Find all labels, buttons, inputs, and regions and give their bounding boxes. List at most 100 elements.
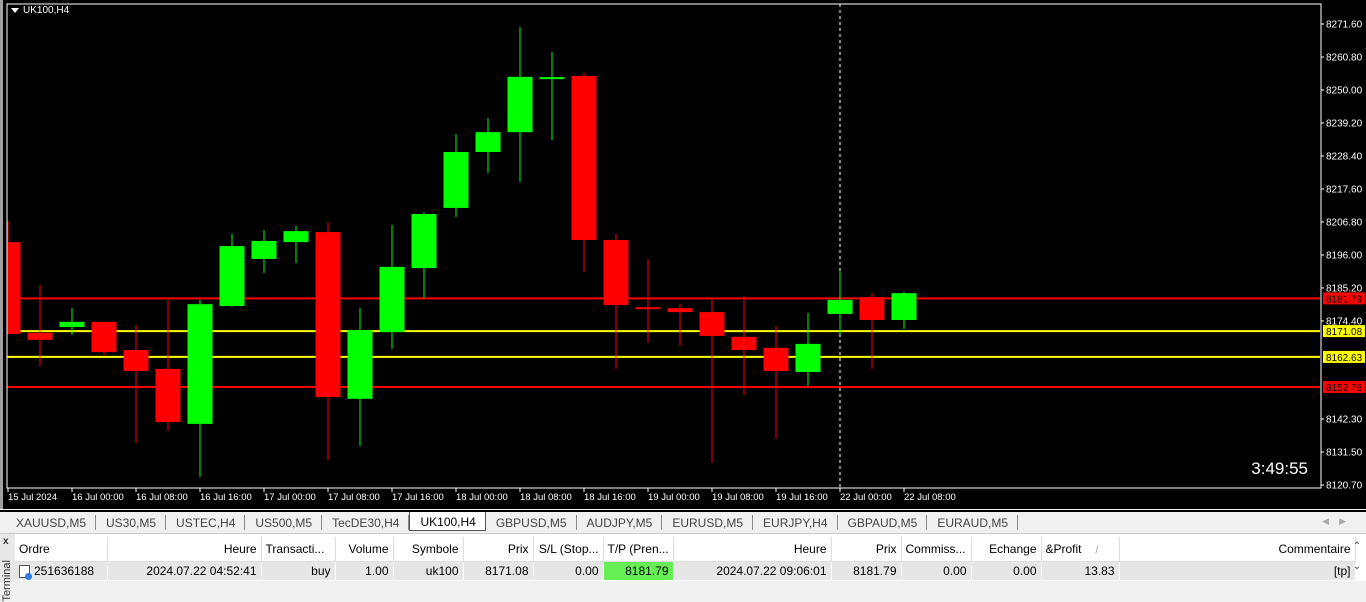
time-tick-label: 19 Jul 00:00 <box>648 492 700 503</box>
bull-candle <box>891 293 917 321</box>
time-tick-label: 19 Jul 08:00 <box>712 492 764 503</box>
bull-candle <box>507 76 533 133</box>
level-price-label: 8152.76 <box>1326 383 1363 394</box>
bear-candle <box>7 242 21 335</box>
column-header[interactable]: Commentaire <box>1119 537 1356 562</box>
time-tick-label: 19 Jul 16:00 <box>776 492 828 503</box>
dropdown-triangle-icon[interactable] <box>11 8 19 13</box>
column-header-label: Volume <box>348 541 389 556</box>
column-header-label: Commiss... <box>905 541 966 556</box>
column-header-label: Prix <box>875 541 897 556</box>
time-tick-label: 16 Jul 16:00 <box>200 492 252 503</box>
table-cell: uk100 <box>393 561 464 580</box>
cell-value: 13.83 <box>1084 563 1115 578</box>
column-header[interactable]: Volume <box>335 537 394 562</box>
bear-candle <box>315 232 341 398</box>
column-header[interactable]: T/P (Pren... <box>603 537 674 562</box>
column-header[interactable]: Ordre <box>15 537 108 562</box>
column-header-label: &Profit <box>1045 541 1082 556</box>
column-header-label: Echange <box>989 541 1037 556</box>
cell-value: [tp] <box>1333 563 1351 578</box>
bull-candle <box>411 214 437 269</box>
level-price-label: 8181.79 <box>1326 294 1363 305</box>
bull-candle <box>59 321 85 328</box>
time-tick-label: 18 Jul 16:00 <box>584 492 636 503</box>
table-cell: 2024.07.22 04:52:41 <box>107 561 262 580</box>
bull-candle <box>475 132 501 153</box>
column-header[interactable]: Symbole <box>393 537 464 562</box>
column-header-label: S/L (Stop... <box>538 541 599 556</box>
column-header[interactable]: Heure <box>107 537 262 562</box>
bear-candle <box>123 349 149 372</box>
bear-candle <box>699 312 725 336</box>
column-header[interactable]: Transacti... <box>261 537 336 562</box>
table-cell: 0.00 <box>971 561 1042 580</box>
tab-eurusd-m5[interactable]: EURUSD,M5 <box>662 515 754 530</box>
column-header[interactable]: Commiss... <box>901 537 972 562</box>
column-header[interactable]: Heure <box>673 537 832 562</box>
close-icon[interactable]: x <box>3 536 9 547</box>
time-tick-label: 22 Jul 00:00 <box>840 492 892 503</box>
table-cell: 8181.79 <box>603 561 674 580</box>
tab-euraud-m5[interactable]: EURAUD,M5 <box>927 515 1018 530</box>
bear-candle <box>155 368 181 423</box>
column-header[interactable]: Prix <box>463 537 534 562</box>
scroll-up-icon[interactable]: ⌃ <box>1352 541 1362 552</box>
table-cell: 13.83 <box>1041 561 1120 580</box>
time-tick-label: 16 Jul 00:00 <box>72 492 124 503</box>
level-price-box <box>1323 292 1365 305</box>
column-header-label: Symbole <box>411 541 459 556</box>
tab-tecde30-h4[interactable]: TecDE30,H4 <box>322 515 410 530</box>
bear-candle <box>571 75 597 240</box>
tab-ustec-h4[interactable]: USTEC,H4 <box>166 515 246 530</box>
tab-uk100-h4[interactable]: UK100,H4 <box>409 512 486 531</box>
price-tick-label: 8196.00 <box>1326 250 1363 261</box>
level-price-box <box>1323 350 1365 363</box>
bull-candle <box>283 231 309 243</box>
candlestick-chart[interactable]: 8271.60 8260.80 8250.00 8239.20 8228.40 8217.… <box>3 0 1366 509</box>
tab-gbpaud-m5[interactable]: GBPAUD,M5 <box>838 515 928 530</box>
price-tick-label: 8250.00 <box>1326 85 1363 96</box>
price-tick-label: 8271.60 <box>1326 20 1363 31</box>
bull-candle <box>827 299 853 314</box>
chart-window[interactable]: 8271.60 8260.80 8250.00 8239.20 8228.40 8217.… <box>0 0 1366 509</box>
tab-us500-m5[interactable]: US500,M5 <box>245 515 323 530</box>
table-cell: 0.00 <box>901 561 972 580</box>
symbol-label: UK100,H4 <box>23 5 70 16</box>
cell-value: 1.00 <box>365 563 389 578</box>
history-table: Ordre Heure Transacti... Volume Symbole Prix S… <box>15 537 1356 580</box>
bear-candle <box>763 347 789 372</box>
time-tick-label: 17 Jul 00:00 <box>264 492 316 503</box>
tab-us30-m5[interactable]: US30,M5 <box>96 515 167 530</box>
price-tick-label: 8120.70 <box>1326 481 1363 492</box>
time-tick-label: 18 Jul 00:00 <box>456 492 508 503</box>
column-header-label: Transacti... <box>265 541 325 556</box>
cell-value: 251636188 <box>34 563 95 578</box>
tab-scroll-arrows-icon[interactable]: ◀▶ <box>1322 516 1356 526</box>
level-price-box <box>1323 381 1365 394</box>
bear-candle <box>635 307 661 310</box>
bull-candle <box>795 343 821 372</box>
sort-indicator-icon: / <box>1095 544 1099 556</box>
cell-value: 2024.07.22 04:52:41 <box>146 563 257 578</box>
table-row[interactable]: 251636188 2024.07.22 04:52:41 buy 1.00 uk100… <box>15 561 1356 580</box>
candle-timer: 3:49:55 <box>1251 459 1308 478</box>
tab-eurjpy-h4[interactable]: EURJPY,H4 <box>753 515 838 530</box>
tab-audjpy-m5[interactable]: AUDJPY,M5 <box>577 515 663 530</box>
column-header-label: Heure <box>223 541 257 556</box>
vertical-scrollbar[interactable]: ⌃ ⌄ <box>1348 537 1366 581</box>
cell-value: buy <box>311 563 331 578</box>
bull-candle <box>539 77 565 80</box>
column-header[interactable]: Prix <box>831 537 902 562</box>
bear-candle <box>667 308 693 313</box>
scroll-down-icon[interactable]: ⌄ <box>1352 561 1362 572</box>
terminal-sidebar: x Terminal <box>0 534 15 602</box>
table-cell: 1.00 <box>335 561 394 580</box>
column-header[interactable]: S/L (Stop... <box>533 537 604 562</box>
column-header[interactable]: &Profit / <box>1041 537 1120 562</box>
column-header-label: Commentaire <box>1278 541 1351 556</box>
column-header[interactable]: Echange <box>971 537 1042 562</box>
tab-xauusd-m5[interactable]: XAUUSD,M5 <box>6 515 97 530</box>
bear-candle <box>859 297 885 321</box>
tab-gbpusd-m5[interactable]: GBPUSD,M5 <box>486 515 577 530</box>
